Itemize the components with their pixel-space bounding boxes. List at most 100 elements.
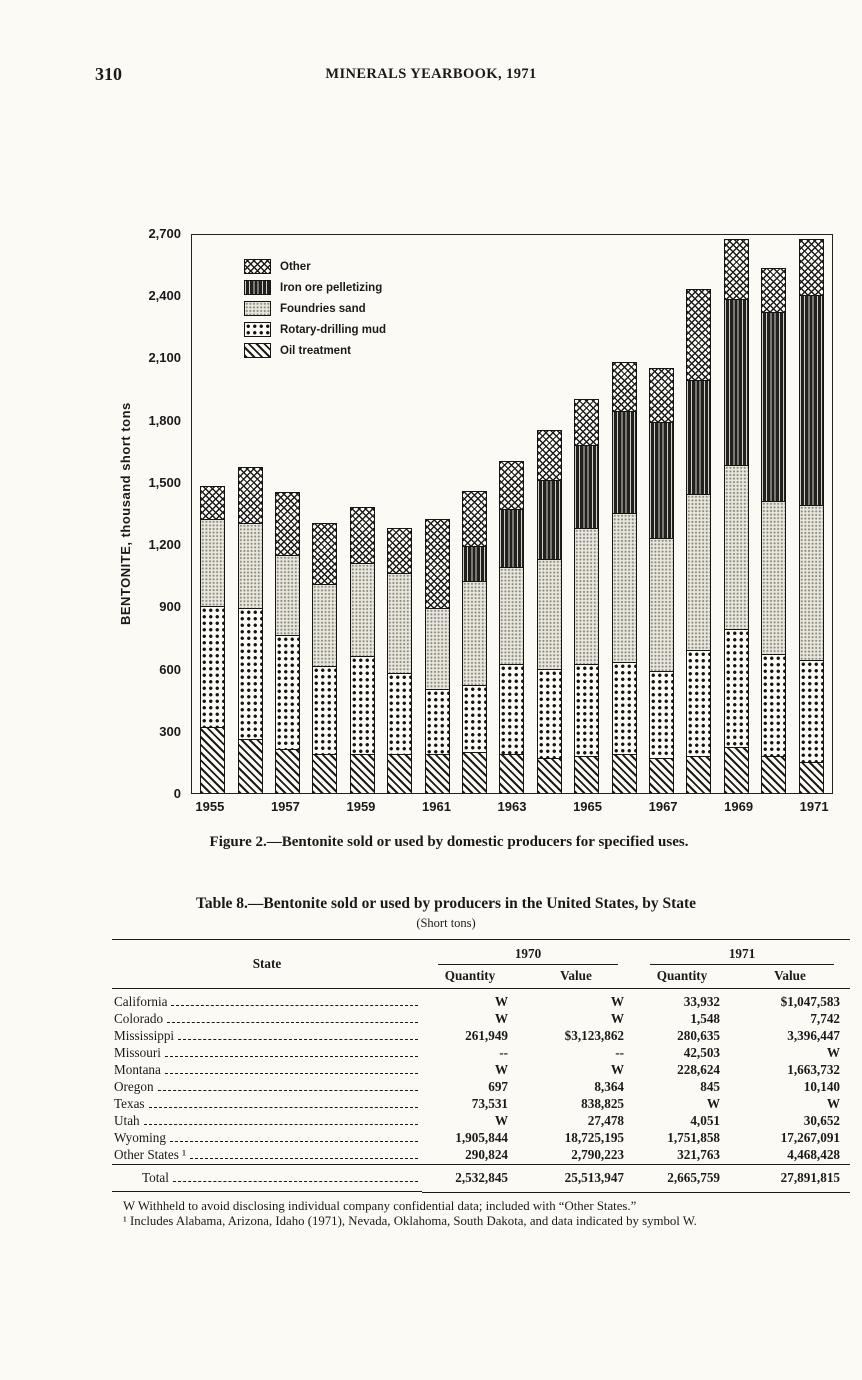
bar-segment-diagonal bbox=[687, 755, 711, 793]
bar-segment-dots bbox=[762, 654, 786, 756]
bar-segment-crosshatch bbox=[425, 519, 449, 609]
bar-segment-dots bbox=[350, 656, 374, 754]
stacked-bar-1962 bbox=[462, 491, 488, 793]
value-cell: W bbox=[494, 994, 508, 1009]
leader-dashes bbox=[164, 1056, 418, 1057]
x-axis-label bbox=[757, 799, 795, 814]
leader-dashes bbox=[167, 1022, 418, 1023]
legend-swatch-crosshatch bbox=[244, 259, 271, 274]
legend-swatch-stipple bbox=[244, 301, 271, 316]
bar-segment-stipple bbox=[799, 504, 823, 661]
bar-segment-diagonal bbox=[650, 757, 674, 793]
legend-item: Foundries sand bbox=[244, 301, 386, 316]
stacked-bar-1969 bbox=[723, 239, 749, 793]
bar-segment-darkstripe bbox=[575, 444, 599, 528]
x-axis-label bbox=[380, 799, 418, 814]
legend-swatch-darkstripe bbox=[244, 280, 271, 295]
x-axis-label: 1959 bbox=[346, 799, 376, 814]
bar-segment-stipple bbox=[388, 573, 412, 673]
y-axis-tick-label: 600 bbox=[159, 661, 181, 677]
stacked-bar-1970 bbox=[761, 268, 787, 793]
bar-segment-dots bbox=[500, 664, 524, 754]
bar-slot bbox=[306, 235, 343, 793]
year-1970-label: 1970 bbox=[438, 946, 618, 965]
y-axis-title: BENTONITE, thousand short tons bbox=[118, 402, 133, 626]
stacked-bar-1955 bbox=[200, 486, 226, 793]
value-cell: W bbox=[826, 1096, 840, 1111]
value-cell: 4,051 bbox=[690, 1113, 720, 1128]
bar-segment-diagonal bbox=[575, 755, 599, 793]
stacked-bar-1965 bbox=[574, 398, 600, 793]
state-cell: Other States ¹ bbox=[112, 1147, 422, 1164]
legend: Other Iron ore pelletizing Foundries sand R… bbox=[244, 259, 386, 358]
leader-dashes bbox=[169, 1141, 418, 1142]
x-axis-label: 1965 bbox=[573, 799, 602, 814]
bar-segment-diagonal bbox=[350, 753, 374, 793]
state-name: Wyoming bbox=[114, 1130, 166, 1145]
value-cell: -- bbox=[615, 1045, 624, 1060]
footnotes: W Withheld to avoid disclosing individua… bbox=[110, 1199, 850, 1230]
stacked-bar-1963 bbox=[499, 461, 525, 793]
table-head: State 1970 1971 Quantity Value Quantity … bbox=[112, 939, 850, 989]
state-name: Montana bbox=[114, 1062, 161, 1077]
bar-segment-dots bbox=[276, 635, 300, 750]
bar-segment-dots bbox=[612, 662, 636, 754]
bar-segment-dots bbox=[201, 606, 225, 727]
value-cell: 697 bbox=[488, 1079, 508, 1094]
year-1970-header: 1970 bbox=[422, 940, 634, 965]
page-title: MINERALS YEARBOOK, 1971 bbox=[325, 66, 537, 82]
bar-segment-stipple bbox=[500, 566, 524, 665]
page-number: 310 bbox=[95, 64, 122, 84]
bar-segment-diagonal bbox=[612, 753, 636, 793]
value-cell: 1,751,858 bbox=[667, 1130, 720, 1145]
value-cell: 4,468,428 bbox=[787, 1147, 840, 1162]
leader-dashes bbox=[143, 1124, 418, 1125]
bar-slot bbox=[718, 235, 755, 793]
value-cell: 280,635 bbox=[677, 1028, 720, 1043]
state-table: State 1970 1971 Quantity Value Quantity … bbox=[112, 939, 850, 1193]
bar-segment-stipple bbox=[313, 583, 337, 667]
value-cell: W bbox=[610, 994, 624, 1009]
bar-slot bbox=[418, 235, 455, 793]
value-cell: 838,825 bbox=[581, 1096, 624, 1111]
bar-segment-dots bbox=[238, 608, 262, 740]
value-cell: 18,725,195 bbox=[564, 1130, 624, 1145]
y-axis-tick-label: 1,500 bbox=[148, 474, 181, 490]
figure-2-chart: BENTONITE, thousand short tons Other Iron… bbox=[118, 226, 862, 814]
bar-segment-crosshatch bbox=[500, 461, 524, 509]
running-head: 310 MINERALS YEARBOOK, 1971 bbox=[0, 0, 862, 92]
bar-slot bbox=[231, 235, 268, 793]
bar-slot bbox=[793, 235, 830, 793]
bar-segment-diagonal bbox=[238, 739, 262, 793]
legend-label: Foundries sand bbox=[280, 302, 366, 315]
bar-segment-crosshatch bbox=[276, 492, 300, 555]
value-cell: $1,047,583 bbox=[780, 994, 840, 1009]
bar-segment-darkstripe bbox=[724, 299, 748, 466]
bar-segment-dots bbox=[687, 649, 711, 756]
plot-column: Other Iron ore pelletizing Foundries sand R… bbox=[148, 226, 833, 814]
value-1971-header: Value bbox=[730, 965, 850, 989]
stacked-bar-1967 bbox=[649, 367, 675, 793]
value-cell: 17,267,091 bbox=[780, 1130, 840, 1145]
value-cell: 27,891,815 bbox=[730, 1163, 850, 1193]
x-axis-label: 1955 bbox=[195, 799, 225, 814]
legend-label: Oil treatment bbox=[280, 344, 351, 357]
value-1970-header: Value bbox=[518, 965, 634, 989]
state-name: California bbox=[114, 994, 168, 1009]
bar-segment-darkstripe bbox=[687, 380, 711, 495]
table-row: Montana W W 228,624 1,663,732 bbox=[112, 1062, 850, 1079]
y-axis-tick-label: 0 bbox=[173, 786, 181, 801]
value-cell: 1,905,844 bbox=[455, 1130, 508, 1145]
bar-segment-crosshatch bbox=[612, 361, 636, 412]
bar-slot bbox=[456, 235, 493, 793]
x-axis-label bbox=[229, 799, 267, 814]
state-name: Oregon bbox=[114, 1079, 154, 1094]
y-axis-tick-label: 900 bbox=[159, 599, 181, 615]
value-cell: 42,503 bbox=[683, 1045, 720, 1060]
value-cell: 321,763 bbox=[677, 1147, 720, 1162]
bar-segment-stipple bbox=[425, 608, 449, 690]
legend-label: Iron ore pelletizing bbox=[280, 281, 383, 294]
value-cell: 33,932 bbox=[683, 994, 720, 1009]
value-cell: 1,548 bbox=[690, 1011, 720, 1026]
leader-dashes bbox=[172, 1181, 418, 1182]
